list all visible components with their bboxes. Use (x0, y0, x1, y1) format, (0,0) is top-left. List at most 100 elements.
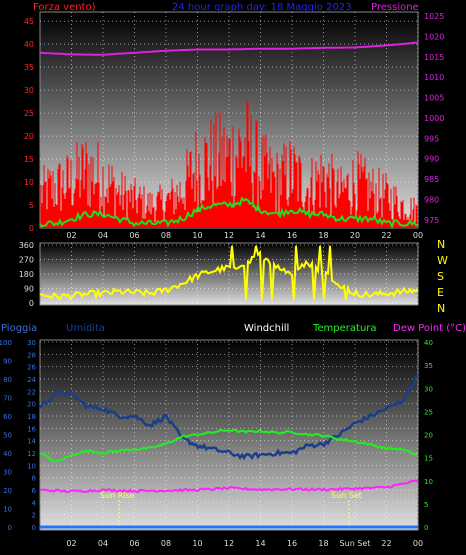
wind-y-tick: 25 (24, 109, 34, 118)
wind-x-tick: 02 (66, 231, 76, 240)
wind-x-tick: 04 (98, 231, 108, 240)
direction-y-tick: 0 (29, 299, 34, 308)
pressure-y-tick: 1000 (424, 114, 444, 123)
humidity-y-tick: 30 (27, 339, 36, 347)
pressure-y-tick: 1025 (424, 12, 444, 21)
windchill-legend: Windchill (244, 323, 289, 334)
humidity-y-tick: 14 (27, 438, 36, 446)
temp-y-tick: 30 (424, 385, 433, 393)
humidity-y-tick: 0 (32, 524, 36, 532)
compass-s: S (437, 270, 444, 283)
temp-y-tick: 5 (424, 501, 428, 509)
rain-y-tick: 80 (3, 376, 12, 384)
humidity-y-tick: 26 (27, 364, 36, 372)
rain-legend: Pioggia (1, 323, 37, 334)
humidity-x-tick: Sun Set (340, 539, 371, 548)
dewpoint-legend: Dew Point (°C) (393, 323, 466, 334)
wind-y-tick: 35 (24, 63, 34, 72)
humidity-y-tick: 4 (32, 499, 37, 507)
humidity-y-tick: 24 (27, 376, 36, 384)
temp-y-tick: 0 (424, 524, 428, 532)
direction-y-tick: 360 (19, 241, 34, 250)
humidity-line (38, 374, 419, 461)
compass-n2: N (437, 302, 445, 315)
rain-y-tick: 90 (3, 358, 12, 366)
wind-x-tick: 00 (413, 231, 423, 240)
rain-y-tick: 0 (8, 524, 12, 532)
humidity-x-tick: 14 (255, 539, 265, 548)
temp-y-tick: 40 (424, 339, 433, 347)
pressure-axis-title: Pressione (371, 2, 419, 13)
temperature-legend: Temperatura (312, 323, 377, 334)
pressure-y-tick: 1010 (424, 73, 444, 82)
pressure-y-tick: 975 (424, 216, 439, 225)
pressure-y-tick: 990 (424, 155, 439, 164)
direction-y-tick: 90 (24, 285, 34, 294)
sunset-label: Sun Set (331, 491, 362, 500)
humidity-x-tick: 08 (161, 539, 171, 548)
humidity-x-tick: 12 (224, 539, 234, 548)
humidity-y-tick: 22 (27, 388, 36, 396)
compass-w: W (437, 254, 448, 267)
humidity-y-tick: 18 (27, 413, 36, 421)
humidity-y-tick: 20 (27, 401, 36, 409)
humidity-y-tick: 28 (27, 351, 36, 359)
humidity-y-tick: 10 (27, 462, 36, 470)
temp-y-tick: 10 (424, 478, 433, 486)
rain-y-tick: 50 (3, 432, 12, 440)
wind-x-tick: 08 (161, 231, 171, 240)
wind-x-tick: 20 (350, 231, 360, 240)
rain-y-tick: 40 (3, 450, 12, 458)
humidity-legend: Umidita (66, 323, 105, 334)
pressure-y-tick: 1005 (424, 94, 444, 103)
humidity-x-tick: 00 (413, 539, 423, 548)
pressure-y-tick: 1020 (424, 32, 444, 41)
direction-line (39, 245, 419, 301)
wind-y-tick: 40 (24, 40, 34, 49)
wind-y-tick: 20 (24, 132, 34, 141)
wind-x-tick: 18 (318, 231, 328, 240)
humidity-y-tick: 16 (27, 425, 36, 433)
humidity-x-tick: 16 (287, 539, 297, 548)
rain-y-tick: 60 (3, 413, 12, 421)
temp-y-tick: 35 (424, 362, 433, 370)
compass-n1: N (437, 238, 445, 251)
chart-title: 24 hour graph day: 18 Maggio 2023 (172, 2, 352, 13)
wind-x-tick: 14 (255, 231, 265, 240)
pressure-y-tick: 985 (424, 175, 439, 184)
temp-y-tick: 25 (424, 408, 433, 416)
wind-x-tick: 22 (381, 231, 391, 240)
humidity-y-tick: 6 (32, 487, 37, 495)
wind-y-tick: 15 (24, 155, 34, 164)
humidity-x-tick: 10 (192, 539, 202, 548)
humidity-x-tick: 18 (318, 539, 328, 548)
humidity-x-tick: 02 (66, 539, 76, 548)
rain-y-tick: 30 (3, 469, 12, 477)
humidity-y-tick: 2 (32, 512, 36, 520)
pressure-line (39, 41, 419, 56)
wind-y-tick: 5 (29, 201, 34, 210)
wind-x-tick: 06 (129, 231, 139, 240)
wind-y-tick: 30 (24, 86, 34, 95)
rain-y-tick: 70 (3, 395, 12, 403)
wind-x-tick: 12 (224, 231, 234, 240)
rain-y-tick: 20 (3, 487, 12, 495)
wind-x-tick: 10 (192, 231, 202, 240)
wind-y-tick: 45 (24, 17, 34, 26)
pressure-y-tick: 995 (424, 134, 439, 143)
pressure-y-tick: 980 (424, 195, 439, 204)
wind-y-tick: 0 (29, 224, 34, 233)
direction-y-tick: 180 (19, 270, 34, 279)
wind-y-tick: 10 (24, 178, 34, 187)
temp-y-tick: 20 (424, 432, 433, 440)
temp-y-tick: 15 (424, 455, 433, 463)
wind-average-line (39, 196, 419, 230)
humidity-y-tick: 12 (27, 450, 36, 458)
humidity-x-tick: 06 (129, 539, 139, 548)
direction-y-tick: 270 (19, 256, 34, 265)
humidity-x-tick: 04 (98, 539, 108, 548)
wind-x-tick: 16 (287, 231, 297, 240)
rain-y-tick: 100 (0, 339, 12, 347)
pressure-y-tick: 1015 (424, 53, 444, 62)
